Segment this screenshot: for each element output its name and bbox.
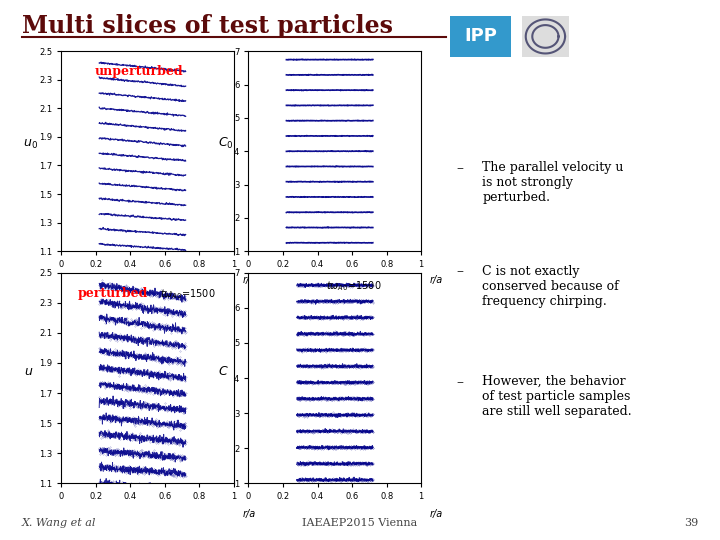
Y-axis label: u$_0$: u$_0$ — [23, 138, 38, 151]
Text: $t\omega_{A0}$=1500: $t\omega_{A0}$=1500 — [326, 279, 382, 293]
Text: IAEAEP2015 Vienna: IAEAEP2015 Vienna — [302, 518, 418, 528]
Text: 39: 39 — [684, 518, 698, 528]
Text: X. Wang et al: X. Wang et al — [22, 518, 96, 528]
Y-axis label: u: u — [24, 365, 32, 378]
Text: perturbed: perturbed — [78, 287, 148, 300]
Text: r/a: r/a — [243, 275, 256, 285]
Text: –: – — [456, 161, 463, 175]
Text: –: – — [456, 375, 463, 389]
Text: –: – — [456, 265, 463, 279]
Text: IPP: IPP — [464, 28, 497, 45]
Text: C is not exactly
conserved because of
frequency chirping.: C is not exactly conserved because of fr… — [482, 265, 619, 308]
Text: unperturbed: unperturbed — [94, 65, 184, 78]
Text: Multi slices of test particles: Multi slices of test particles — [22, 14, 392, 37]
Text: r/a: r/a — [430, 509, 443, 518]
Text: r/a: r/a — [430, 275, 443, 285]
Text: The parallel velocity u
is not strongly
perturbed.: The parallel velocity u is not strongly … — [482, 161, 624, 204]
Text: r/a: r/a — [243, 509, 256, 518]
Text: $t\omega_{A0}$=1500: $t\omega_{A0}$=1500 — [160, 287, 215, 301]
Y-axis label: C$_0$: C$_0$ — [217, 136, 233, 151]
Text: However, the behavior
of test particle samples
are still well separated.: However, the behavior of test particle s… — [482, 375, 632, 418]
Y-axis label: C: C — [218, 365, 228, 378]
